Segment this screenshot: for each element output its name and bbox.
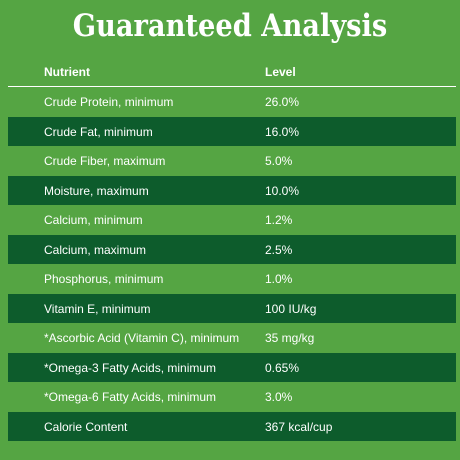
nutrient-cell: Calorie Content — [44, 419, 128, 434]
table-row: *Omega-6 Fatty Acids, minimum 3.0% — [8, 382, 456, 412]
level-cell: 16.0% — [265, 124, 300, 139]
nutrient-cell: Calcium, maximum — [44, 242, 147, 257]
nutrient-cell: Vitamin E, minimum — [44, 301, 151, 316]
nutrient-cell: *Ascorbic Acid (Vitamin C), minimum — [44, 331, 240, 345]
table-row: Crude Protein, minimum 26.0% — [8, 87, 456, 117]
table-row: Calcium, minimum 1.2% — [8, 205, 456, 235]
nutrient-cell: Calcium, minimum — [44, 213, 143, 227]
table-row: Moisture, maximum 10.0% — [8, 175, 456, 205]
table-row: Phosphorus, minimum 1.0% — [8, 264, 456, 294]
level-cell: 0.65% — [265, 360, 300, 375]
level-cell: 10.0% — [265, 183, 300, 198]
level-cell: 3.0% — [265, 390, 293, 404]
nutrient-cell: *Omega-3 Fatty Acids, minimum — [44, 360, 217, 375]
level-cell: 1.0% — [265, 272, 293, 286]
nutrient-cell: Crude Fat, minimum — [44, 124, 153, 139]
page-title: Guaranteed Analysis — [72, 8, 388, 44]
header-level: Level — [265, 65, 296, 79]
level-cell: 100 IU/kg — [265, 301, 317, 316]
table-row: Crude Fiber, maximum 5.0% — [8, 146, 456, 176]
level-cell: 5.0% — [265, 154, 293, 168]
header-nutrient: Nutrient — [44, 65, 90, 79]
table-row: *Ascorbic Acid (Vitamin C), minimum 35 m… — [8, 323, 456, 353]
level-cell: 35 mg/kg — [265, 331, 315, 345]
table-row: Calorie Content 367 kcal/cup — [8, 411, 456, 441]
level-cell: 2.5% — [265, 242, 293, 257]
table-row: Crude Fat, minimum 16.0% — [8, 116, 456, 146]
table-row: Vitamin E, minimum 100 IU/kg — [8, 293, 456, 323]
nutrient-cell: Crude Fiber, maximum — [44, 154, 166, 168]
nutrient-cell: Moisture, maximum — [44, 183, 149, 198]
nutrient-cell: Phosphorus, minimum — [44, 272, 164, 286]
table-row: *Omega-3 Fatty Acids, minimum 0.65% — [8, 352, 456, 382]
table-header: Nutrient Level — [8, 58, 456, 87]
analysis-table: Nutrient Level Crude Protein, minimum 26… — [8, 58, 456, 441]
nutrient-cell: *Omega-6 Fatty Acids, minimum — [44, 390, 217, 404]
level-cell: 367 kcal/cup — [265, 419, 333, 434]
table-row: Calcium, maximum 2.5% — [8, 234, 456, 264]
nutrient-cell: Crude Protein, minimum — [44, 95, 174, 109]
level-cell: 1.2% — [265, 213, 293, 227]
level-cell: 26.0% — [265, 95, 300, 109]
